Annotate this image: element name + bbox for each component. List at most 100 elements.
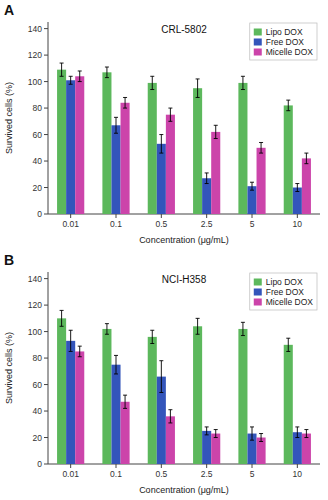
- bar: [202, 178, 211, 214]
- error-bar: [250, 182, 254, 190]
- panel: 0204060801001201400.010.10.52.5510CRL-58…: [4, 2, 320, 245]
- error-cap: [196, 97, 200, 98]
- error-cap: [250, 182, 254, 183]
- x-tick-label: 5: [250, 219, 255, 229]
- x-tick: [116, 214, 117, 218]
- error-bar: [295, 184, 299, 192]
- x-tick: [70, 464, 71, 468]
- y-tick-label: 20: [33, 183, 43, 193]
- error-bar: [241, 76, 245, 89]
- legend-label: Lipo DOX: [266, 27, 303, 37]
- y-tick: [44, 464, 48, 465]
- bar: [148, 337, 157, 464]
- error-stem: [197, 318, 198, 334]
- y-tick-label: 20: [33, 433, 43, 443]
- legend-swatch: [254, 29, 262, 36]
- bar: [284, 345, 293, 464]
- error-cap: [205, 426, 209, 427]
- error-stem: [288, 338, 289, 351]
- error-cap: [168, 422, 172, 423]
- bar: [293, 188, 302, 214]
- bar: [57, 70, 66, 214]
- y-tick: [44, 437, 48, 438]
- error-stem: [116, 117, 117, 133]
- x-tick: [297, 214, 298, 218]
- legend-swatch: [254, 49, 262, 56]
- bar: [193, 88, 202, 214]
- error-bar: [123, 395, 127, 408]
- bar: [257, 438, 266, 464]
- error-cap: [159, 360, 163, 361]
- x-tick-label: 0.5: [155, 219, 167, 229]
- plot-area: [57, 63, 311, 214]
- error-cap: [105, 334, 109, 335]
- error-bar: [205, 427, 209, 435]
- error-bar: [259, 434, 263, 442]
- error-bar: [114, 117, 118, 133]
- bar: [75, 76, 84, 214]
- error-stem: [206, 173, 207, 184]
- error-bar: [168, 410, 172, 423]
- error-cap: [205, 434, 209, 435]
- error-stem: [261, 142, 262, 153]
- error-stem: [61, 310, 62, 326]
- y-tick: [44, 187, 48, 188]
- error-cap: [123, 97, 127, 98]
- error-bar: [159, 361, 163, 393]
- error-cap: [150, 343, 154, 344]
- error-bar: [105, 324, 109, 335]
- error-cap: [295, 183, 299, 184]
- error-cap: [168, 409, 172, 410]
- error-cap: [105, 67, 109, 68]
- x-tick: [161, 214, 162, 218]
- plot-area: [57, 310, 311, 464]
- x-tick: [116, 464, 117, 468]
- bar: [247, 186, 256, 214]
- error-stem: [215, 125, 216, 138]
- legend-label: Lipo DOX: [266, 277, 303, 287]
- error-cap: [150, 76, 154, 77]
- bar: [193, 326, 202, 464]
- x-tick-label: 2.5: [201, 469, 213, 479]
- legend-swatch: [254, 279, 262, 286]
- error-stem: [288, 100, 289, 111]
- error-bar: [150, 76, 154, 89]
- y-tick-label: 80: [33, 103, 43, 113]
- error-bar: [150, 330, 154, 343]
- y-axis-label: Survived cells (%): [4, 82, 14, 154]
- error-cap: [241, 89, 245, 90]
- y-tick-label: 60: [33, 130, 43, 140]
- y-tick: [44, 331, 48, 332]
- bar: [202, 431, 211, 464]
- x-axis-label: Concentration (μg/mL): [139, 485, 229, 495]
- error-cap: [304, 429, 308, 430]
- legend-frame: [250, 23, 317, 60]
- error-cap: [78, 70, 82, 71]
- error-stem: [197, 79, 198, 98]
- error-bar: [60, 63, 64, 76]
- error-stem: [106, 324, 107, 335]
- x-tick: [252, 464, 253, 468]
- y-tick: [44, 358, 48, 359]
- error-stem: [242, 76, 243, 89]
- error-stem: [161, 135, 162, 154]
- error-stem: [252, 182, 253, 190]
- error-cap: [114, 373, 118, 374]
- error-cap: [150, 89, 154, 90]
- error-bar: [250, 427, 254, 440]
- figure: 0204060801001201400.010.10.52.5510CRL-58…: [0, 0, 328, 500]
- error-cap: [159, 153, 163, 154]
- error-bar: [259, 142, 263, 153]
- legend-swatch: [254, 39, 262, 46]
- error-cap: [259, 433, 263, 434]
- error-stem: [79, 71, 80, 82]
- error-stem: [152, 76, 153, 89]
- y-tick: [44, 134, 48, 135]
- error-cap: [78, 356, 82, 357]
- error-cap: [214, 138, 218, 139]
- legend: Lipo DOXFree DOXMicelle DOX: [250, 273, 317, 310]
- x-tick-label: 5: [250, 469, 255, 479]
- error-bar: [304, 430, 308, 438]
- error-cap: [259, 441, 263, 442]
- bar: [111, 125, 120, 214]
